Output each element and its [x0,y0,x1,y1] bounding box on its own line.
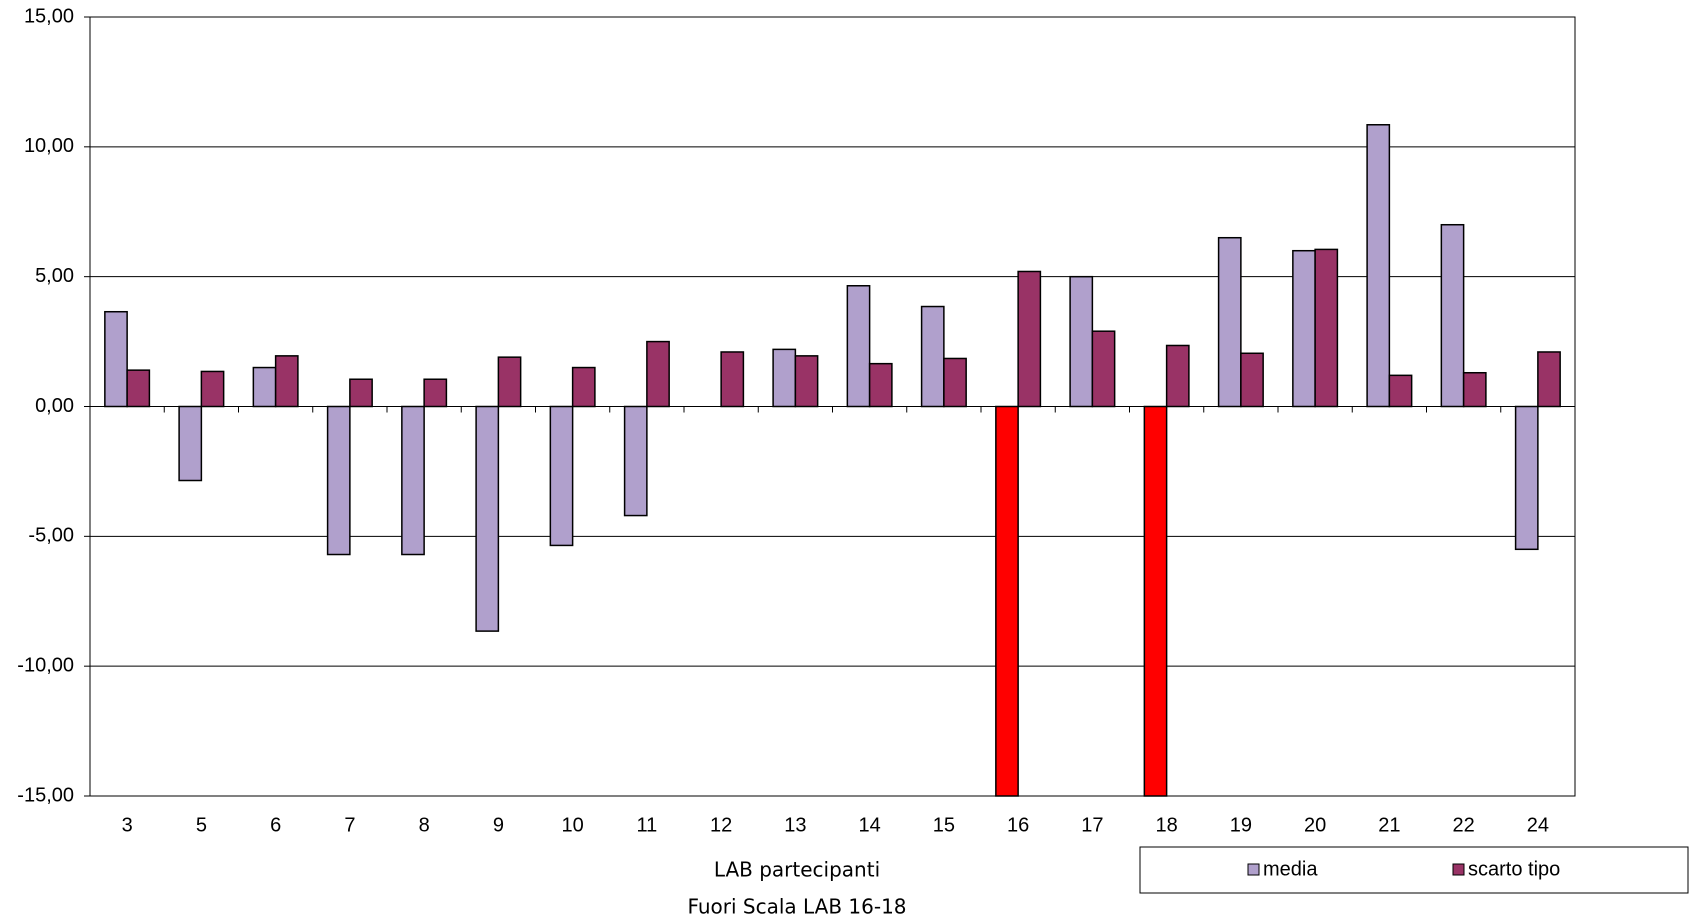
bar [423,378,448,408]
bar [1017,270,1042,408]
legend-box [1139,846,1689,894]
x-tick-label: 19 [1230,814,1252,836]
x-tick-label: 24 [1527,814,1549,836]
x-tick-label: 10 [562,814,584,836]
x-tick-label: 11 [636,814,657,836]
note: Fuori Scala LAB 16-18 [687,895,906,919]
x-tick-label: 7 [344,814,355,836]
bar [274,355,299,408]
bar [868,362,893,408]
x-tick-label: 14 [859,814,881,836]
x-tick-label: 9 [493,814,504,836]
x-tick-label: 20 [1304,814,1326,836]
bar [349,378,373,408]
bar [1514,405,1539,551]
y-tick-label: 5,00 [35,265,74,287]
bar [794,355,819,408]
bar [772,348,797,408]
bar [1165,344,1190,408]
x-tick-label: 22 [1453,814,1475,836]
x-tick-label: 17 [1081,814,1103,836]
y-tick-label: -15,00 [17,784,74,806]
bar [1462,371,1487,408]
x-axis-title: LAB partecipanti [714,858,880,882]
bar [571,366,596,408]
bar [623,405,648,517]
bar [1388,374,1413,408]
bar [178,405,203,482]
bar [200,370,225,408]
bar [1217,236,1242,408]
bar [401,405,425,556]
bar [1240,352,1264,408]
y-tick-label: 15,00 [24,5,74,27]
y-tick-label: 10,00 [24,135,74,157]
y-tick-label: 0,00 [35,395,74,417]
bar [943,357,967,408]
bar [995,405,1019,797]
bar [1292,249,1316,408]
bar [326,405,351,556]
bar [1314,248,1339,408]
x-tick-label: 21 [1378,814,1400,836]
legend-swatch [1452,863,1465,876]
legend-swatch [1247,863,1260,876]
bar [104,310,128,408]
x-tick-label: 13 [784,814,806,836]
bar [475,405,500,632]
x-tick-label: 12 [710,814,732,836]
bar [1143,405,1168,797]
bar [126,369,151,408]
bar [1366,124,1391,408]
legend-label: media [1263,858,1318,880]
legend-label: scarto tipo [1468,858,1560,880]
x-tick-label: 3 [122,814,133,836]
bar [646,340,670,408]
bar [1069,275,1094,408]
x-tick-label: 18 [1156,814,1178,836]
bar [497,356,522,408]
bar [1091,330,1116,408]
x-tick-label: 8 [419,814,430,836]
bar [720,351,745,408]
y-tick-label: -10,00 [17,654,74,676]
bar [846,285,871,408]
bar [920,305,945,408]
x-tick-label: 5 [196,814,207,836]
bar [1440,223,1465,408]
x-tick-label: 16 [1007,814,1029,836]
y-tick-label: -5,00 [28,525,74,547]
x-tick-label: 15 [933,814,955,836]
bar [1537,351,1561,408]
bar [252,366,277,408]
bar [549,405,574,547]
x-tick-label: 6 [270,814,281,836]
